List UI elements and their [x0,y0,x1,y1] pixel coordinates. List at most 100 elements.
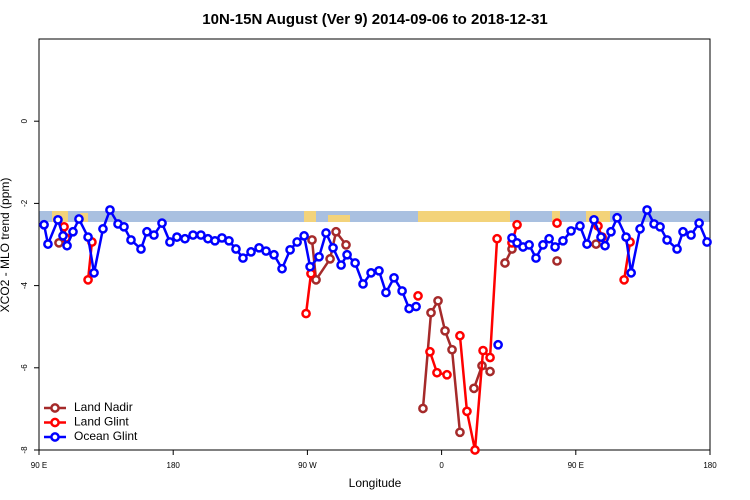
legend-label: Land Glint [74,415,129,429]
x-axis-label: Longitude [349,476,402,490]
data-point [470,445,480,455]
data-point [606,226,616,237]
data-point [512,219,522,230]
data-point [524,240,534,250]
data-point [74,214,84,224]
data-point [411,301,421,312]
data-point [655,221,665,232]
y-tick-label: 0 [20,118,29,123]
data-point [311,274,321,285]
data-point [358,279,368,289]
data-point [341,240,351,250]
data-point [285,244,295,255]
data-point [299,231,309,241]
data-point [83,232,93,242]
data-point [492,233,502,244]
y-tick-label: -8 [20,446,29,454]
data-point [305,261,315,272]
data-point [621,232,631,242]
data-point [485,352,495,363]
data-point [180,233,190,244]
data-point [39,219,49,230]
data-point [538,240,548,250]
data-point [188,230,198,240]
data-point [619,274,629,285]
data-point [62,240,72,251]
data-point [432,367,442,378]
data-point [455,330,465,341]
data-point [447,344,457,355]
data-point [550,242,560,252]
data-point [552,218,562,228]
data-point [662,235,672,245]
data-point [596,232,606,242]
data-point [119,221,129,232]
data-point [455,427,465,438]
data-point [566,226,576,236]
data-point [418,403,428,414]
x-tick-label: 180 [167,461,181,470]
legend-label: Ocean Glint [74,429,138,443]
data-point [469,383,479,394]
data-point [626,268,636,278]
data-point [98,224,108,234]
data-point [126,235,136,245]
data-point [224,235,234,246]
data-point [500,258,510,268]
data-point [694,218,704,228]
data-point [374,265,384,276]
ocean-band [39,211,710,222]
data-point [591,239,601,249]
data-point [68,226,78,237]
data-point [172,232,182,242]
data-point [350,258,360,268]
data-point [389,272,399,283]
data-point [307,235,317,245]
land-band [552,211,560,222]
data-point [589,214,599,225]
y-tick-label: -4 [20,281,29,289]
data-point [136,244,146,254]
land-band [586,211,610,222]
data-point [261,246,271,256]
data-point [231,244,241,254]
legend-marker [50,432,60,442]
data-point [531,253,541,263]
data-point [397,286,407,296]
data-point [433,295,443,306]
data-point [269,249,279,260]
map-strip [39,211,710,222]
data-point [331,226,341,237]
data-point [246,247,256,257]
data-point [277,263,287,274]
data-point [686,230,696,240]
data-point [552,256,562,266]
data-point [165,237,175,247]
data-point [612,212,622,223]
y-tick-label: -6 [20,364,29,372]
chart-title: 10N-15N August (Ver 9) 2014-09-06 to 201… [202,11,547,28]
data-point [478,345,488,356]
data-point [462,406,472,417]
legend-marker [50,403,60,413]
data-point [544,233,554,244]
data-point [157,218,167,228]
data-point [442,369,452,380]
legend-marker [50,417,60,428]
data-point [325,254,335,264]
data-point [426,307,436,318]
data-point [600,240,610,251]
data-point [485,366,495,377]
x-tick-label: 90 W [298,461,317,470]
data-point [381,287,391,298]
x-tick-label: 90 E [31,461,47,470]
data-point [440,325,450,336]
data-point [678,226,688,237]
data-point [53,214,63,225]
data-point [413,291,423,301]
data-point [321,228,331,238]
data-point [336,260,346,270]
data-point [575,221,585,231]
land-band [304,211,316,222]
